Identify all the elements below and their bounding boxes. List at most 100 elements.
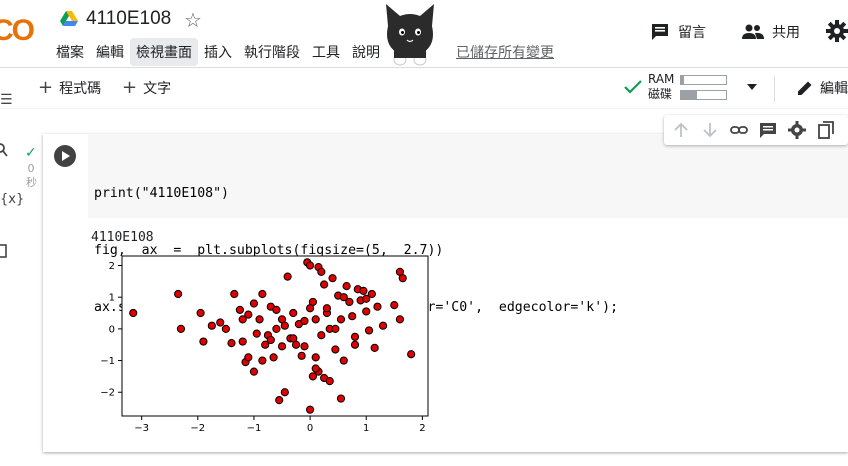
move-up-icon[interactable] — [672, 121, 690, 139]
plot-area-frame — [121, 255, 429, 417]
y-tick-label: 1 — [109, 293, 115, 304]
menu-bar: 檔案 編輯 檢視畫面 插入 執行階段 工具 說明 — [50, 38, 386, 66]
menu-tools[interactable]: 工具 — [312, 45, 340, 61]
scatter-point — [235, 305, 245, 314]
settings-gear-icon[interactable] — [826, 20, 848, 42]
resource-monitor[interactable]: RAM 磁碟 — [624, 72, 758, 102]
code-editor-area[interactable] — [88, 134, 848, 218]
comment-icon — [652, 24, 668, 40]
scatter-point — [199, 337, 208, 346]
scatter-point — [342, 281, 351, 291]
menu-edit[interactable]: 編輯 — [96, 45, 124, 61]
scatter-point — [249, 299, 259, 308]
scatter-point — [283, 272, 292, 281]
menu-help[interactable]: 說明 — [352, 45, 380, 61]
scatter-point — [289, 308, 298, 318]
settings-gear-icon[interactable] — [788, 121, 806, 139]
menu-insert[interactable]: 插入 — [204, 45, 232, 61]
scatter-point — [320, 280, 329, 289]
google-drive-icon[interactable] — [60, 11, 78, 27]
scatter-point — [207, 321, 216, 330]
files-icon[interactable] — [0, 244, 8, 258]
scatter-point — [328, 274, 337, 283]
dropdown-arrow-icon[interactable] — [747, 84, 758, 90]
scatter-point — [261, 340, 270, 349]
scatter-point — [300, 316, 309, 326]
comment-button[interactable]: 留言 — [650, 22, 706, 42]
scatter-point — [277, 342, 287, 351]
scatter-point — [258, 289, 267, 299]
move-down-icon[interactable] — [701, 121, 719, 139]
scatter-point — [305, 304, 315, 313]
scatter-point — [378, 321, 388, 330]
scatter-point — [364, 326, 374, 335]
scatter-point — [244, 353, 253, 362]
comment-icon[interactable] — [759, 121, 777, 139]
menu-runtime[interactable]: 執行階段 — [244, 45, 300, 61]
scatter-point — [317, 267, 326, 276]
scatter-point — [289, 334, 298, 343]
scatter-point — [311, 364, 320, 373]
scatter-point — [227, 339, 236, 348]
scatter-point — [221, 324, 230, 333]
scatter-point — [367, 289, 376, 299]
menu-view[interactable]: 檢視畫面 — [130, 38, 198, 66]
mirror-cell-icon[interactable] — [817, 121, 835, 139]
scatter-point — [196, 308, 205, 318]
share-label: 共用 — [772, 25, 800, 41]
variables-icon[interactable]: {x} — [0, 192, 25, 207]
scatter-point — [339, 356, 348, 365]
table-of-contents-icon[interactable]: ☰ — [0, 92, 13, 108]
y-tick-label: −2 — [100, 388, 115, 399]
save-status-link[interactable]: 已儲存所有變更 — [456, 45, 554, 61]
scatter-point — [238, 315, 247, 324]
share-button[interactable]: 共用 — [742, 22, 800, 42]
disk-label: 磁碟 — [648, 87, 673, 101]
scatter-point — [252, 329, 261, 338]
scatter-point — [305, 405, 315, 414]
scatter-point — [362, 307, 371, 316]
add-code-label: 程式碼 — [59, 81, 102, 97]
edit-button[interactable]: 編輯 — [796, 78, 848, 98]
execution-time-value: 0 — [27, 162, 35, 175]
scatter-point — [308, 372, 317, 381]
cell-toolbar — [664, 115, 848, 145]
execution-time: 0 秒 — [26, 162, 37, 190]
menu-file[interactable]: 檔案 — [56, 45, 84, 61]
y-tick-label: −1 — [100, 356, 115, 367]
y-tick-label: 0 — [109, 324, 115, 335]
scatter-point — [297, 351, 306, 360]
code-line-1: print("4110E108") — [94, 186, 229, 201]
scatter-point — [258, 356, 267, 365]
cat-mascot-icon — [386, 4, 434, 66]
run-cell-button[interactable] — [54, 145, 76, 167]
scatter-point — [390, 301, 399, 310]
ram-label: RAM — [648, 72, 675, 86]
scatter-point — [373, 302, 382, 311]
toolbar-divider — [774, 76, 775, 102]
add-text-button[interactable]: + 文字 — [122, 78, 171, 98]
header-divider — [0, 67, 848, 68]
scatter-point — [272, 305, 281, 314]
scatter-point — [395, 315, 405, 324]
x-tick-label: 2 — [419, 423, 425, 434]
scatter-point — [359, 286, 368, 295]
scatter-point — [331, 324, 340, 333]
x-tick-label: −3 — [134, 423, 149, 434]
scatter-point — [331, 345, 340, 354]
add-code-button[interactable]: + 程式碼 — [38, 78, 101, 98]
scatter-point — [311, 315, 320, 324]
notebook-title[interactable]: 4110E108 — [86, 8, 172, 29]
search-icon[interactable] — [0, 142, 8, 158]
toolbar-divider-line — [0, 108, 848, 109]
scatter-plot: −3 −2 −1 0 1 2 −2 −1 0 1 2 — [100, 255, 429, 434]
scatter-point — [305, 261, 315, 270]
scatter-point — [300, 342, 309, 351]
scatter-point — [244, 310, 253, 319]
edit-label: 編輯 — [820, 81, 848, 97]
star-icon[interactable]: ☆ — [184, 8, 202, 32]
scatter-point — [280, 388, 289, 397]
link-icon[interactable] — [730, 121, 748, 139]
add-text-label: 文字 — [143, 81, 172, 97]
colab-logo[interactable]: CO — [0, 14, 35, 47]
